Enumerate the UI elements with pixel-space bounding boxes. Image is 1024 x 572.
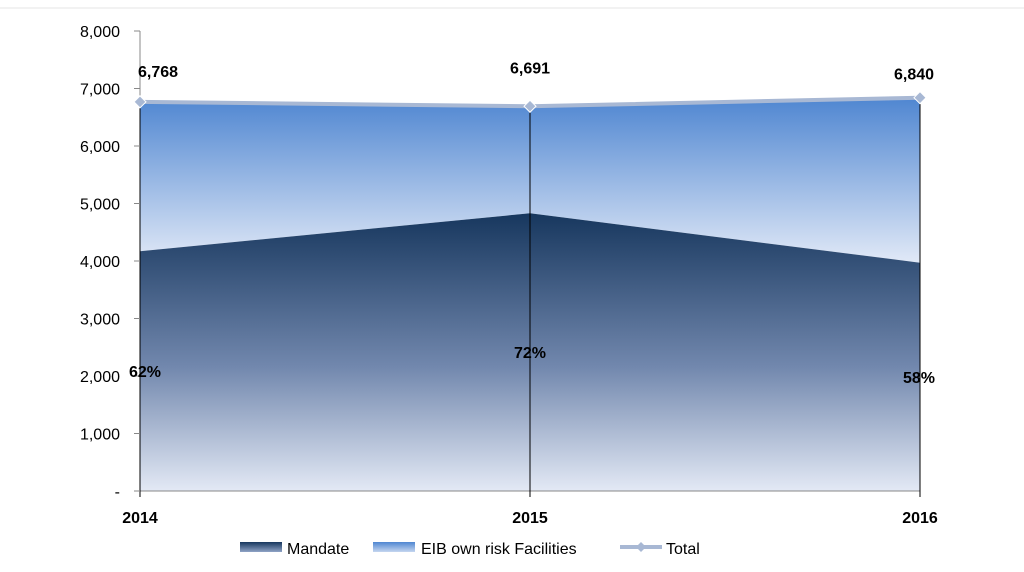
title-strip — [120, 0, 920, 5]
y-tick-label: - — [115, 484, 120, 501]
x-tick-label: 2015 — [512, 510, 548, 527]
legend-swatch-eib — [373, 542, 415, 552]
x-tick-label: 2016 — [902, 510, 938, 527]
legend-label-mandate: Mandate — [287, 541, 349, 558]
y-tick-label: 7,000 — [80, 82, 120, 99]
total-series — [133, 90, 927, 113]
total-marker — [523, 99, 537, 113]
y-tick-label: 3,000 — [80, 312, 120, 329]
total-value-label: 6,768 — [138, 64, 178, 81]
y-tick-label: 1,000 — [80, 427, 120, 444]
legend-swatch-mandate — [240, 542, 282, 552]
total-value-label: 6,840 — [894, 67, 934, 84]
mandate-share-label: 62% — [129, 364, 161, 381]
y-axis-ticks: - 1,000 2,000 3,000 4,000 5,000 6,000 7,000 8,00… — [80, 24, 140, 501]
y-tick-label: 2,000 — [80, 369, 120, 386]
y-tick-label: 4,000 — [80, 254, 120, 271]
y-tick-label: 6,000 — [80, 139, 120, 156]
legend-label-total: Total — [666, 541, 700, 558]
total-marker — [913, 90, 927, 105]
mandate-share-label: 72% — [514, 345, 546, 362]
legend-label-eib: EIB own risk Facilities — [421, 541, 577, 558]
x-axis-ticks: 2014 2015 2016 — [122, 510, 938, 527]
total-value-label: 6,691 — [510, 60, 550, 77]
legend-swatch-total-marker — [636, 542, 646, 552]
x-tick-label: 2014 — [122, 510, 158, 527]
data-labels: 6,768 6,691 6,840 62% 72% 58% — [129, 60, 935, 387]
y-tick-label: 8,000 — [80, 24, 120, 41]
legend: Mandate EIB own risk Facilities Total — [240, 541, 700, 558]
mandate-share-label: 58% — [903, 370, 935, 387]
total-marker — [133, 95, 147, 109]
y-tick-label: 5,000 — [80, 197, 120, 214]
